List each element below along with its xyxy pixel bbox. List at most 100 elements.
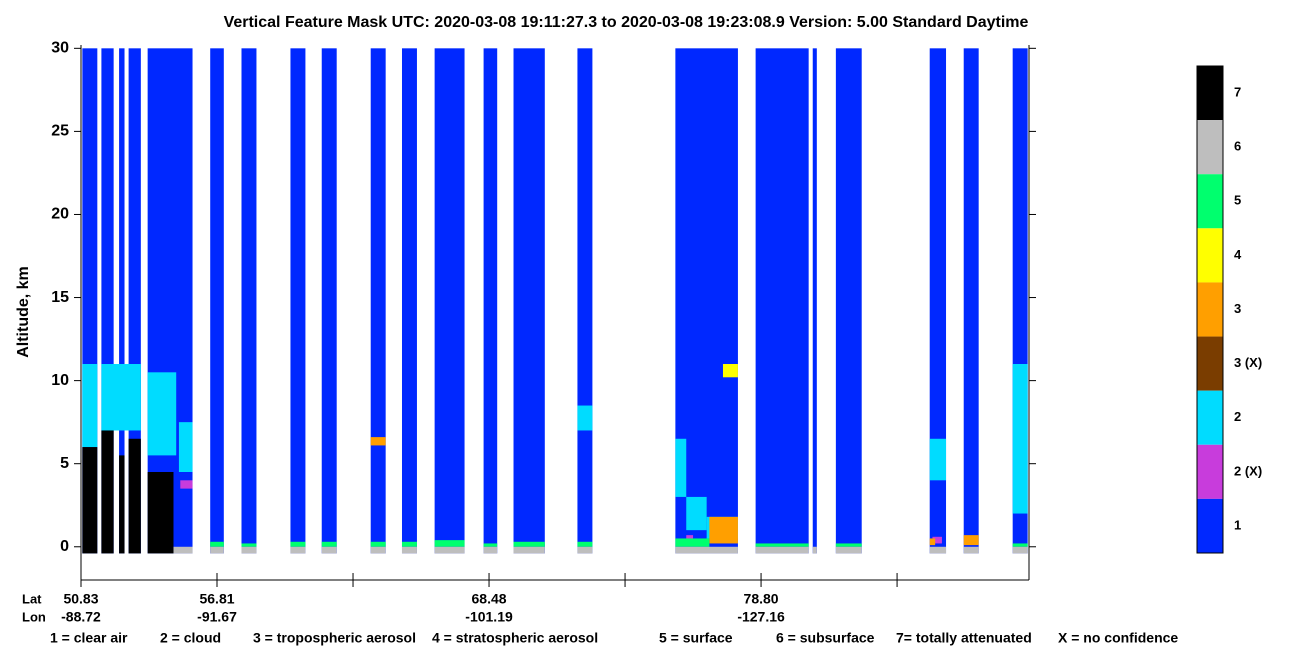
feature-cell: [241, 546, 257, 554]
feature-cell: [686, 496, 707, 531]
colorbar-swatch: [1197, 282, 1223, 337]
y-tick-label: 10: [51, 372, 69, 389]
feature-cell: [370, 541, 386, 547]
feature-cell: [101, 364, 141, 431]
feature-cell: [401, 541, 417, 547]
feature-cell: [1012, 546, 1028, 554]
colorbar-label: 2 (X): [1234, 463, 1262, 478]
feature-cell: [321, 48, 337, 554]
feature-cell: [434, 540, 465, 547]
feature-cell: [173, 546, 193, 554]
feature-cell: [675, 538, 710, 547]
feature-cell: [321, 541, 337, 547]
feature-cell: [370, 48, 386, 554]
feature-cell: [147, 372, 177, 456]
colorbar-frame: [1196, 65, 1224, 554]
legend-text: 6 = subsurface: [776, 630, 875, 646]
feature-cell: [722, 364, 738, 378]
y-tick-label: 0: [60, 538, 69, 555]
feature-cell: [180, 480, 193, 489]
legend-text: 4 = stratospheric aerosol: [432, 630, 598, 646]
y-tick-label: 20: [51, 206, 69, 223]
feature-cell: [929, 48, 947, 554]
feature-cell: [241, 543, 257, 547]
feature-cell: [128, 438, 141, 554]
feature-cell: [210, 541, 224, 547]
colorbar-swatch: [1197, 174, 1223, 229]
feature-cell: [321, 546, 337, 554]
colorbar-label: 3 (X): [1234, 355, 1262, 370]
feature-cell: [755, 546, 809, 554]
colorbar-swatch: [1197, 228, 1223, 283]
chart-title: Vertical Feature Mask UTC: 2020-03-08 19…: [224, 14, 1029, 31]
feature-cell: [675, 546, 738, 554]
colorbar-label: 4: [1234, 247, 1242, 262]
lat-tick-label: 50.83: [63, 591, 98, 607]
feature-cell: [577, 541, 593, 547]
feature-cell: [401, 48, 417, 554]
feature-cell: [101, 430, 114, 554]
colorbar-swatch: [1197, 444, 1223, 499]
feature-cell: [1012, 543, 1028, 547]
legend-text: X = no confidence: [1058, 630, 1178, 646]
lon-tick-label: -101.19: [465, 609, 513, 625]
feature-cell: [178, 422, 193, 473]
feature-cell: [513, 48, 545, 554]
feature-cell: [434, 48, 465, 554]
y-tick-label: 30: [51, 40, 69, 57]
colorbar-label: 1: [1234, 517, 1241, 532]
feature-cell: [210, 546, 224, 554]
feature-cell: [1012, 364, 1028, 514]
feature-cell: [401, 546, 417, 554]
feature-cell: [577, 48, 593, 554]
y-axis-label: Altitude, km: [15, 266, 32, 358]
feature-cell: [483, 543, 498, 547]
feature-cell: [963, 48, 979, 554]
feature-cell: [675, 438, 687, 497]
feature-cell: [119, 455, 125, 554]
feature-cell: [82, 364, 98, 448]
feature-cell: [963, 535, 979, 546]
colorbar-label: 5: [1234, 193, 1241, 208]
feature-cell: [835, 48, 862, 554]
legend-text: 1 = clear air: [50, 630, 128, 646]
legend-text: 5 = surface: [659, 630, 733, 646]
feature-cell: [483, 546, 498, 554]
feature-cell: [709, 516, 738, 544]
feature-cell: [929, 546, 947, 554]
feature-cell: [835, 546, 862, 554]
feature-cell: [755, 543, 809, 547]
feature-cell: [513, 541, 545, 547]
feature-cell: [370, 437, 386, 446]
feature-cell: [513, 546, 545, 554]
feature-cell: [963, 546, 979, 554]
colorbar-label: 7: [1234, 84, 1241, 99]
colorbar-swatch: [1197, 120, 1223, 175]
y-tick-label: 25: [51, 123, 69, 140]
lat-tick-label: 56.81: [199, 591, 234, 607]
colorbar-label: 6: [1234, 139, 1241, 154]
colorbar-label: 3: [1234, 301, 1241, 316]
lon-tick-label: -91.67: [197, 609, 237, 625]
feature-cell: [577, 546, 593, 554]
colorbar-swatch: [1197, 66, 1223, 121]
legend-text: 3 = tropospheric aerosol: [253, 630, 416, 646]
lon-label: Lon: [22, 609, 46, 624]
feature-cell: [577, 405, 593, 431]
colorbar-label: 2: [1234, 409, 1241, 424]
legend-text: 7= totally attenuated: [896, 630, 1032, 646]
feature-cell: [290, 48, 306, 554]
y-tick-label: 15: [51, 289, 69, 306]
feature-cell: [241, 48, 257, 554]
feature-cell: [812, 48, 817, 554]
feature-cell: [434, 546, 465, 554]
lon-tick-label: -88.72: [61, 609, 101, 625]
feature-cell: [82, 447, 98, 554]
feature-cell: [119, 48, 125, 554]
feature-cell: [290, 541, 306, 547]
colorbar-swatch: [1197, 336, 1223, 391]
lat-tick-label: 68.48: [472, 591, 507, 607]
lat-label: Lat: [22, 591, 42, 606]
